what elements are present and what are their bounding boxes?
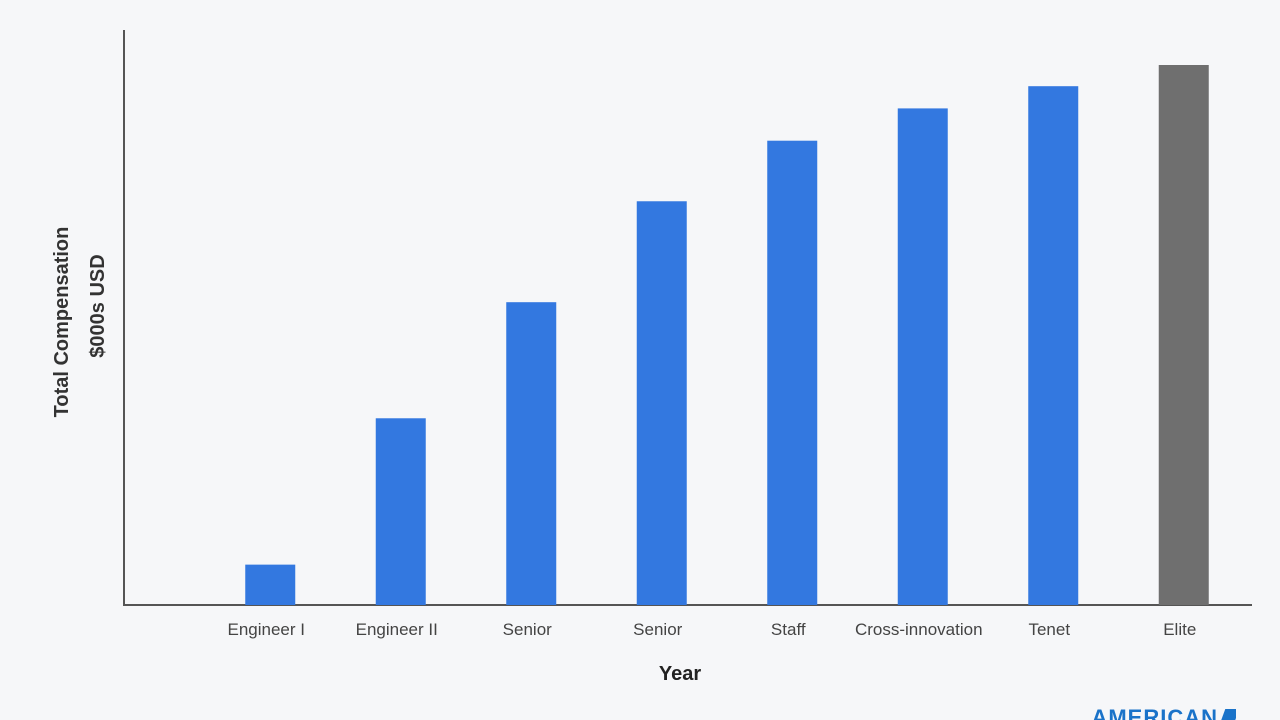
bar-7 — [1028, 86, 1079, 605]
x-tick-label-2: Engineer II — [356, 620, 438, 639]
x-tick-label-1: Engineer I — [228, 620, 306, 639]
bar-group — [245, 65, 1209, 606]
x-tick-labels: Engineer I Engineer II Senior Senior Staff Cr… — [228, 620, 1197, 639]
y-axis-unit-group: $000s USD — [87, 254, 109, 357]
bar-1 — [245, 564, 296, 605]
x-tick-label-7: Tenet — [1028, 620, 1070, 639]
x-axis-title: Year — [659, 663, 701, 685]
bar-3 — [506, 302, 557, 605]
brand-logo-text: AMERICAN — [1091, 708, 1218, 720]
x-tick-label-6: Cross-innovation — [855, 620, 983, 639]
y-axis-title: Total Compensation — [51, 227, 73, 418]
bar-8 — [1158, 65, 1209, 605]
bar-6 — [897, 108, 948, 606]
x-tick-label-4: Senior — [633, 620, 682, 639]
x-tick-label-3: Senior — [503, 620, 552, 639]
bar-5 — [767, 140, 818, 605]
x-tick-label-5: Staff — [771, 620, 806, 639]
y-axis-unit: $000s USD — [87, 254, 109, 357]
brand-mark-icon — [1218, 709, 1236, 720]
bar-4 — [636, 201, 687, 605]
x-tick-label-8: Elite — [1163, 620, 1196, 639]
bar-2 — [375, 418, 426, 605]
y-axis-title-group: Total Compensation — [51, 227, 73, 418]
brand-logo: AMERICAN — [1091, 708, 1236, 720]
